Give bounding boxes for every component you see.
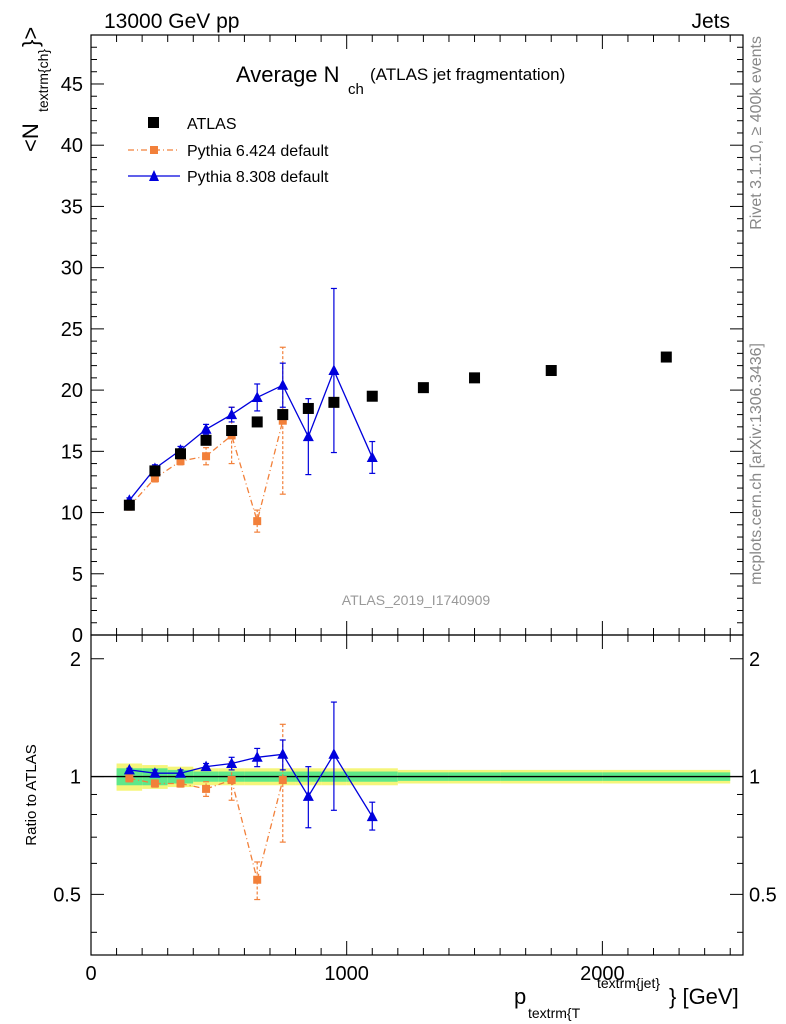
legend-marker-atlas	[148, 117, 159, 128]
pythia8-point	[226, 408, 238, 420]
legend-marker-pythia8	[149, 170, 159, 181]
atlas-point	[660, 351, 672, 363]
pythia6-point	[150, 474, 159, 483]
ratio-pythia8-point	[149, 767, 161, 778]
y-tick-label: 30	[61, 258, 83, 280]
chart-subtitle: (ATLAS jet fragmentation)	[370, 65, 565, 84]
side-bottom-text: mcplots.cern.ch [arXiv:1306.3436]	[748, 343, 765, 585]
legend-label-atlas: ATLAS	[187, 116, 237, 133]
atlas-point	[417, 382, 429, 394]
ratio-pythia6-point	[278, 775, 287, 784]
atlas-point	[200, 434, 212, 446]
x-tick-label: 2000	[580, 963, 625, 985]
ratio-pythia8-point	[302, 790, 314, 801]
y-tick-label: 15	[61, 441, 83, 463]
pythia6-point	[176, 457, 185, 466]
x-tick-label: 1000	[324, 963, 369, 985]
ratio-pythia6-point	[125, 774, 134, 783]
pythia8-line	[128, 368, 373, 501]
chart-title: Average N ch (ATLAS jet fragmentation)	[236, 62, 565, 98]
atlas-point	[545, 365, 557, 377]
ratio-pythia8-point	[328, 748, 340, 759]
ratio-pythia8-point	[366, 810, 378, 822]
pythia8-point	[302, 430, 314, 442]
x-tick-label: 0	[85, 963, 96, 985]
ratio-y-tick-label-right: 1	[749, 767, 760, 789]
x-label-main: p	[514, 984, 526, 1009]
legend-label-pythia8: Pythia 8.308 default	[187, 169, 329, 186]
ratio-pythia8-point	[200, 760, 212, 772]
header-left: 13000 GeV pp	[104, 10, 239, 33]
ratio-y-label: Ratio to ATLAS	[23, 744, 40, 845]
ratio-pythia6-point	[202, 784, 211, 793]
atlas-point	[366, 390, 378, 402]
y-tick-label: 25	[61, 319, 83, 341]
ratio-pythia8-point	[226, 757, 238, 768]
ratio-pythia8-point	[251, 751, 263, 762]
atlas-point	[469, 372, 481, 384]
y-tick-label: 35	[61, 196, 83, 218]
side-top-text: Rivet 3.1.10, ≥ 400k events	[748, 36, 765, 230]
y-tick-label: 10	[61, 503, 83, 525]
y-tick-label: 45	[61, 74, 83, 96]
watermark: ATLAS_2019_I1740909	[342, 592, 491, 608]
y-tick-label: 20	[61, 380, 83, 402]
ratio-pythia8-point	[277, 748, 289, 759]
pythia8-point	[366, 451, 378, 462]
atlas-point	[123, 499, 135, 511]
atlas-point	[174, 448, 186, 460]
ratio-y-tick-label-right: 0.5	[749, 884, 777, 906]
y-tick-label: 40	[61, 135, 83, 157]
chart-title-main: Average N	[236, 62, 340, 87]
ratio-frame	[90, 634, 744, 956]
pythia6-point	[202, 452, 211, 461]
y-label-end: }>	[18, 27, 43, 47]
chart-title-sub: ch	[348, 81, 364, 98]
pythia8-point	[277, 379, 289, 390]
x-label-sup: textrm{jet}	[597, 975, 660, 991]
atlas-point	[302, 402, 314, 414]
legend: ATLAS Pythia 6.424 default Pythia 8.308 …	[128, 116, 329, 186]
ratio-pythia6-point	[253, 875, 262, 884]
pythia6-point	[278, 416, 287, 425]
ratio-y-tick-label-right: 2	[749, 649, 760, 671]
atlas-point	[149, 465, 161, 477]
ratio-pythia8-point	[174, 767, 186, 778]
main-plot: 0 5 10 15 20 25 30 35 40 45	[61, 34, 744, 647]
header-right: Jets	[691, 10, 730, 33]
x-axis-label: p textrm{T textrm{jet} } [GeV]	[514, 975, 739, 1021]
ratio-y-tick-label: 0.5	[53, 884, 81, 906]
pythia8-point	[328, 364, 340, 376]
legend-marker-pythia6	[150, 146, 158, 154]
y-axis-label: <N textrm{ch} }>	[18, 27, 51, 152]
pythia8-point	[200, 423, 212, 434]
pythia8-point	[251, 391, 263, 402]
atlas-point	[277, 409, 289, 421]
y-tick-label: 0	[72, 625, 83, 647]
y-tick-label: 5	[72, 564, 83, 586]
ratio-y-tick-label: 2	[70, 649, 81, 671]
x-label-sub: textrm{T	[528, 1005, 581, 1021]
legend-label-pythia6: Pythia 6.424 default	[187, 143, 329, 160]
ratio-plot: 0 1000 2000 0.5 0.5 1 1 2 2	[53, 634, 777, 985]
pythia6-point	[253, 517, 262, 526]
atlas-point	[328, 396, 340, 408]
ratio-y-tick-label: 1	[70, 767, 81, 789]
ratio-pythia6-point	[176, 779, 185, 788]
ratio-pythia6-point	[227, 775, 236, 784]
ratio-pythia6-point	[150, 779, 159, 788]
atlas-point	[226, 425, 238, 437]
y-label-main: <N	[18, 123, 43, 152]
y-label-sub: textrm{ch}	[35, 49, 51, 112]
ratio-pythia8-point	[123, 763, 135, 775]
ratio-pythia8-line	[129, 753, 373, 817]
x-label-end: } [GeV]	[669, 984, 739, 1009]
atlas-point	[251, 416, 263, 428]
